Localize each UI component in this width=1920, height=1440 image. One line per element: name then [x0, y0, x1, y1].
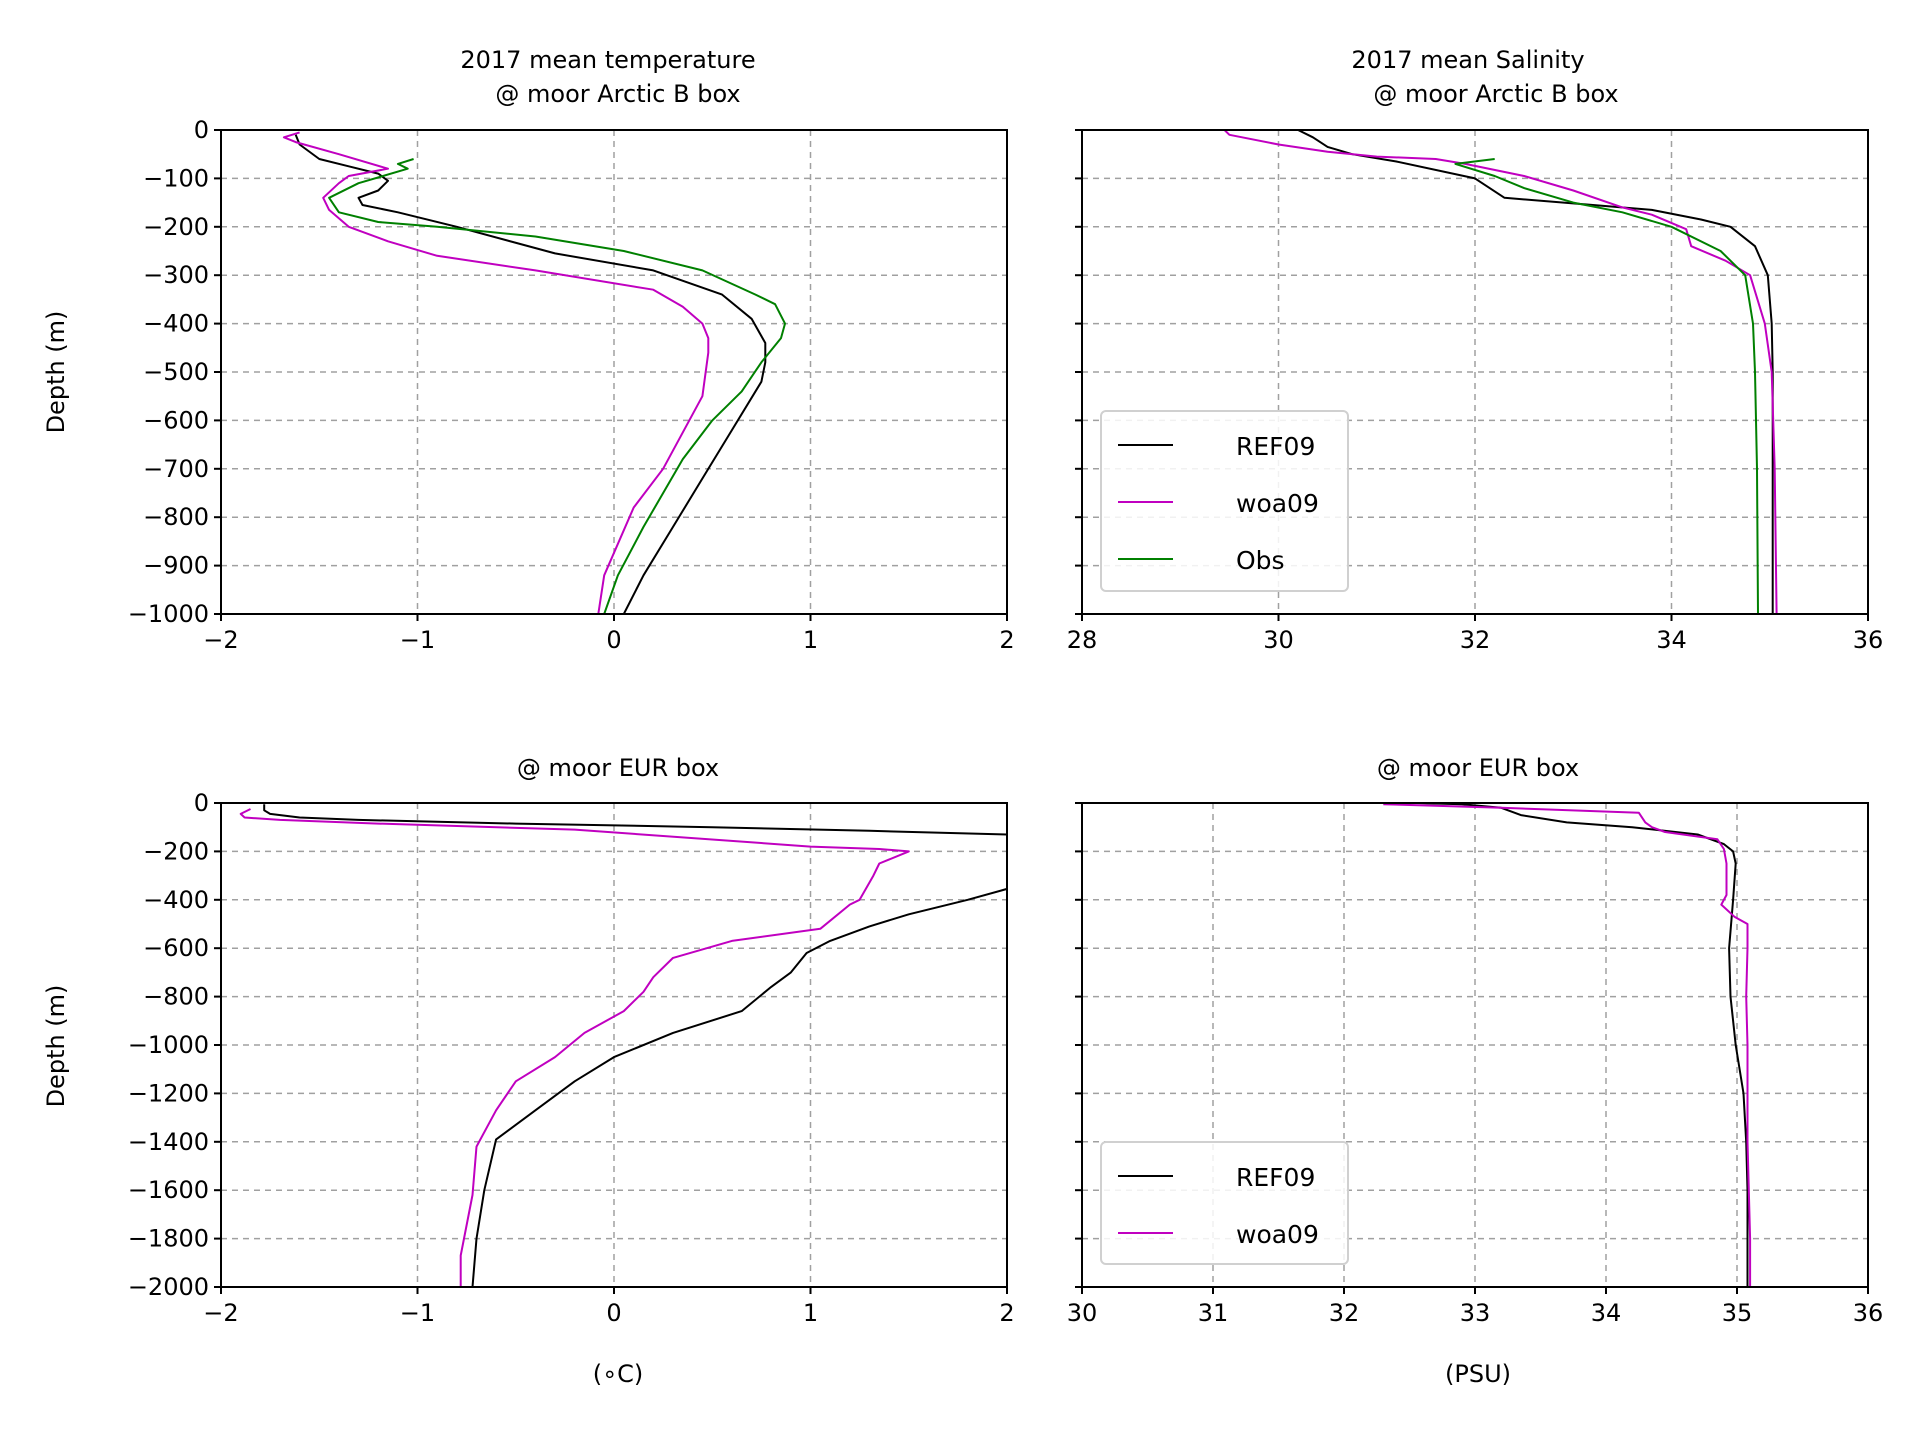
x-tick-label: 28	[1067, 626, 1098, 654]
y-tick-label: −800	[143, 983, 209, 1011]
x-tick-label: 1	[803, 626, 818, 654]
y-tick-label: −500	[143, 358, 209, 386]
series-line-woa09	[282, 131, 710, 614]
x-tick-label: 2	[999, 1299, 1014, 1327]
y-tick-label: −400	[143, 886, 209, 914]
y-tick-label: −1600	[128, 1176, 209, 1204]
legend-label-ref09: REF09	[1236, 432, 1315, 461]
x-tick-label: 36	[1853, 1299, 1884, 1327]
x-tick-label: −2	[203, 1299, 238, 1327]
y-tick-label: −400	[143, 310, 209, 338]
legend-label-obs: Obs	[1236, 546, 1285, 575]
series-line-obs	[1454, 158, 1759, 614]
y-tick-label: −1000	[128, 1031, 209, 1059]
y-tick-label: −1200	[128, 1079, 209, 1107]
y-tick-label: −1000	[128, 600, 209, 628]
x-tick-label: −1	[400, 626, 435, 654]
series-line-ref09	[1415, 803, 1749, 1287]
x-tick-label: 34	[1591, 1299, 1622, 1327]
panel-title: @ moor EUR box	[1377, 754, 1579, 782]
series-line-obs	[328, 158, 786, 614]
x-tick-label: 2	[999, 626, 1014, 654]
legend-label-ref09: REF09	[1236, 1163, 1315, 1192]
panel-title: @ moor EUR box	[517, 754, 719, 782]
x-tick-label: −2	[203, 626, 238, 654]
x-tick-label: 35	[1722, 1299, 1753, 1327]
series-line-ref09	[294, 134, 767, 614]
x-tick-label: 36	[1853, 626, 1884, 654]
series-line-woa09	[1383, 803, 1752, 1287]
x-tick-label: 32	[1329, 1299, 1360, 1327]
panel-title-line-2: @ moor Arctic B box	[495, 80, 740, 108]
y-tick-label: −2000	[128, 1273, 209, 1301]
x-tick-label: 1	[803, 1299, 818, 1327]
y-axis-label: Depth (m)	[42, 311, 70, 434]
x-tick-label: 31	[1198, 1299, 1229, 1327]
x-tick-label: 34	[1656, 626, 1687, 654]
y-tick-label: −900	[143, 552, 209, 580]
x-tick-label: 30	[1067, 1299, 1098, 1327]
y-tick-label: 0	[194, 116, 209, 144]
y-tick-label: −300	[143, 261, 209, 289]
panel-salinity-arctic: 2017 mean Salinity @ moor Arctic B box 2…	[1067, 46, 1884, 654]
y-tick-label: −700	[143, 455, 209, 483]
x-tick-label: 0	[606, 1299, 621, 1327]
y-tick-label: −200	[143, 837, 209, 865]
panel-temperature-arctic: 2017 mean temperature @ moor Arctic B bo…	[42, 46, 1015, 654]
x-tick-label: 30	[1263, 626, 1294, 654]
y-tick-label: 0	[194, 789, 209, 817]
legend-label-woa09: woa09	[1236, 1220, 1319, 1249]
panel-title-line-2: @ moor Arctic B box	[1373, 80, 1618, 108]
x-tick-label: −1	[400, 1299, 435, 1327]
legend: REF09 woa09 Obs	[1100, 410, 1349, 592]
legend: REF09 woa09	[1100, 1141, 1349, 1265]
y-tick-label: −200	[143, 213, 209, 241]
panel-title-line-1: 2017 mean temperature	[460, 46, 755, 74]
y-tick-label: −1400	[128, 1128, 209, 1156]
y-axis-label: Depth (m)	[42, 985, 70, 1108]
series-line-woa09	[1223, 130, 1778, 614]
series-line-woa09	[239, 808, 910, 1287]
panel-salinity-eur: @ moor EUR box (PSU) 30 31 32 33 34 35 36 REF09…	[1067, 754, 1884, 1388]
legend-label-woa09: woa09	[1236, 489, 1319, 518]
x-tick-label: 0	[606, 626, 621, 654]
panel-title-line-1: 2017 mean Salinity	[1351, 46, 1584, 74]
x-axis-label: (PSU)	[1445, 1360, 1511, 1388]
series-line-ref09	[1297, 130, 1774, 614]
x-tick-label: 32	[1460, 626, 1491, 654]
series-line-ref09	[263, 804, 1007, 1287]
panel-temperature-eur: @ moor EUR box Depth (m) (∘C) −2 −1 0 1 2 0 −2…	[42, 754, 1015, 1388]
y-tick-label: −600	[143, 934, 209, 962]
legend-box	[1100, 410, 1349, 592]
y-tick-label: −100	[143, 164, 209, 192]
y-tick-label: −800	[143, 503, 209, 531]
x-tick-label: 33	[1460, 1299, 1491, 1327]
y-tick-label: −600	[143, 406, 209, 434]
x-axis-label: (∘C)	[593, 1360, 644, 1388]
y-tick-label: −1800	[128, 1225, 209, 1253]
